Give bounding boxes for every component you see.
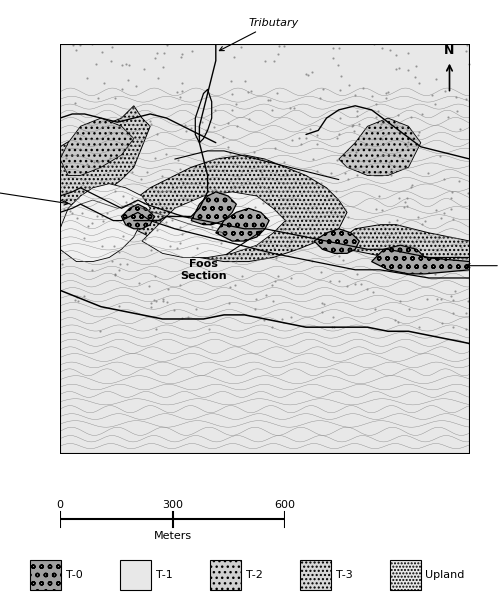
Bar	[210, 560, 241, 590]
Polygon shape	[339, 225, 470, 266]
Bar	[120, 560, 151, 590]
Polygon shape	[60, 184, 150, 261]
Bar	[30, 560, 61, 590]
Bar	[390, 560, 421, 590]
Text: 300: 300	[162, 500, 183, 510]
Polygon shape	[60, 118, 134, 176]
Polygon shape	[191, 192, 236, 225]
Text: Meters: Meters	[154, 531, 192, 541]
Text: Upland: Upland	[426, 570, 465, 580]
Text: T-0: T-0	[66, 570, 82, 580]
Text: Pawnee
River: Pawnee River	[0, 177, 68, 205]
Polygon shape	[60, 106, 150, 209]
Text: T-2: T-2	[246, 570, 262, 580]
Polygon shape	[122, 204, 154, 229]
Text: Tributary: Tributary	[220, 18, 298, 50]
Text: T-1: T-1	[156, 570, 172, 580]
Text: 0: 0	[56, 500, 64, 510]
Text: Foos
Section: Foos Section	[180, 231, 262, 280]
Text: 600: 600	[274, 500, 295, 510]
Text: Pawnee
River: Pawnee River	[466, 255, 500, 277]
Polygon shape	[339, 118, 421, 176]
Text: T-3: T-3	[336, 570, 352, 580]
Bar	[300, 560, 331, 590]
Polygon shape	[216, 209, 269, 241]
Text: N: N	[444, 44, 454, 57]
Polygon shape	[142, 192, 286, 257]
Polygon shape	[60, 44, 470, 454]
Polygon shape	[372, 245, 470, 274]
Polygon shape	[314, 229, 360, 254]
Polygon shape	[122, 155, 347, 261]
